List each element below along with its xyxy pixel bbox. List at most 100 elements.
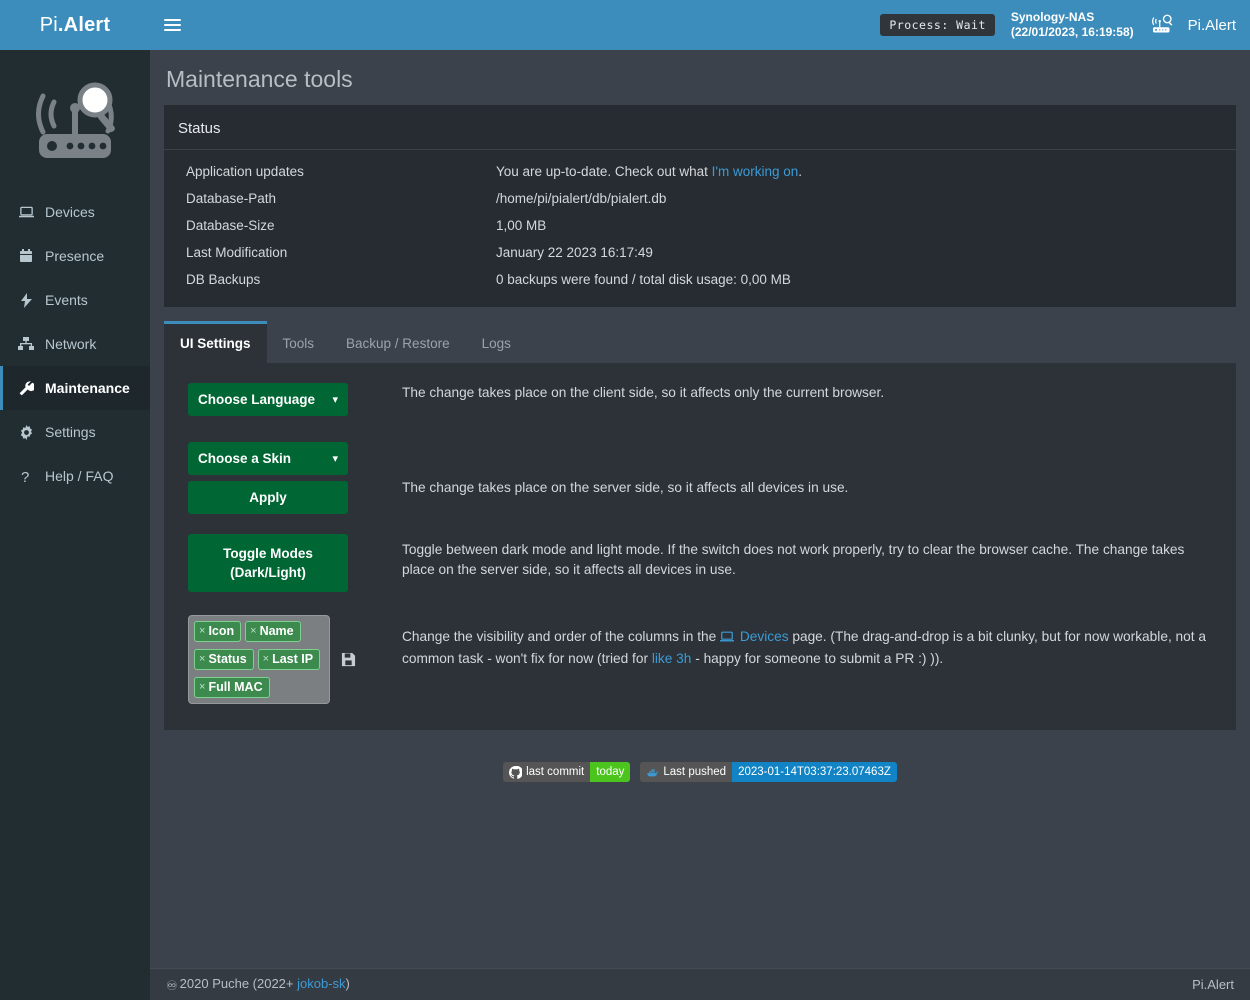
table-row: DB Backups 0 backups were found / total …: [178, 266, 1222, 293]
table-row: Database-Size 1,00 MB: [178, 212, 1222, 239]
sidebar-item-maintenance[interactable]: Maintenance: [0, 366, 150, 410]
jokob-sk-link[interactable]: jokob-sk: [297, 975, 346, 991]
remove-icon[interactable]: ×: [199, 653, 206, 665]
skin-row: Choose a Skin ▾ Apply The change takes p…: [188, 442, 1212, 514]
footer-copyright-pre: 2020 Puche (2022+: [179, 975, 298, 991]
navbar-right: Process: Wait Synology-NAS (22/01/2023, …: [880, 10, 1236, 40]
badge-left: Last pushed: [640, 762, 733, 782]
row-value: January 22 2023 16:17:49: [496, 245, 653, 260]
last-pushed-badge[interactable]: Last pushed 2023-01-14T03:37:23.07463Z: [640, 762, 897, 782]
status-box: Status Application updates You are up-to…: [164, 105, 1236, 307]
row-key: Database-Path: [186, 191, 277, 206]
remove-icon[interactable]: ×: [250, 625, 257, 637]
choose-language-label: Choose Language: [198, 392, 316, 407]
logo-text-bold: .Alert: [57, 13, 111, 36]
toggle-modes-line2: (Dark/Light): [230, 565, 306, 580]
sidebar-item-label: Help / FAQ: [45, 468, 114, 484]
app-logo[interactable]: Pi .Alert: [0, 0, 150, 50]
skin-description: The change takes place on the server sid…: [402, 480, 849, 495]
row-key: DB Backups: [186, 272, 261, 287]
toggle-modes-line1: Toggle Modes: [223, 546, 313, 561]
list-item[interactable]: × Icon: [194, 621, 242, 642]
remove-icon[interactable]: ×: [262, 653, 270, 665]
last-commit-badge[interactable]: last commit today: [503, 762, 631, 782]
sidebar-item-settings[interactable]: Settings: [0, 410, 150, 454]
gear-icon: [17, 424, 35, 440]
updates-text-post: .: [798, 164, 803, 179]
maintenance-tabs: UI Settings Tools Backup / Restore Logs …: [164, 319, 1236, 730]
tab-logs[interactable]: Logs: [481, 336, 511, 351]
sidebar-nav: Devices Presence Events Network: [0, 190, 150, 498]
sidebar-item-label: Maintenance: [45, 380, 130, 396]
github-icon: [509, 765, 523, 779]
list-item[interactable]: × Full MAC: [194, 677, 270, 698]
tab-backup-restore[interactable]: Backup / Restore: [346, 336, 450, 351]
toggle-modes-button[interactable]: Toggle Modes (Dark/Light): [188, 534, 348, 592]
list-item[interactable]: × Last IP: [257, 649, 321, 670]
tag-label: Icon: [208, 624, 235, 638]
row-value: 0 backups were found / total disk usage:…: [496, 272, 791, 287]
badge-left-label: Last pushed: [663, 766, 727, 778]
status-box-header: Status: [164, 108, 1236, 150]
remove-icon[interactable]: ×: [199, 681, 206, 693]
host-time: (22/01/2023, 16:19:58): [1010, 25, 1134, 39]
badge-right: today: [590, 762, 631, 782]
choose-language-select[interactable]: Choose Language ▾: [188, 383, 348, 416]
row-key: Application updates: [186, 164, 304, 179]
toggle-control: Toggle Modes (Dark/Light): [188, 534, 384, 592]
badge-left-label: last commit: [526, 766, 585, 778]
sidebar-item-devices[interactable]: Devices: [0, 190, 150, 234]
sidebar-item-events[interactable]: Events: [0, 278, 150, 322]
columns-desc-pre: Change the visibility and order of the c…: [402, 629, 721, 644]
table-row: Last Modification January 22 2023 16:17:…: [178, 239, 1222, 266]
footer-brand: Pi.Alert: [1192, 977, 1234, 992]
table-row: Application updates You are up-to-date. …: [178, 158, 1222, 185]
toggle-modes-description: Toggle between dark mode and light mode.…: [402, 542, 1185, 577]
columns-tag-box[interactable]: × Icon × Name × Status × Last IP × Full MAC: [188, 615, 330, 704]
row-key: Last Modification: [186, 245, 288, 260]
columns-tag-widget: × Icon × Name × Status × Last IP × Full MAC: [188, 615, 364, 704]
row-value: You are up-to-date. Check out what I'm w…: [488, 158, 1222, 185]
sitemap-icon: [17, 337, 35, 351]
hamburger-icon[interactable]: [150, 0, 194, 50]
sidebar-item-label: Settings: [45, 424, 96, 440]
remove-icon[interactable]: ×: [199, 625, 206, 637]
tab-tools[interactable]: Tools: [282, 336, 315, 351]
working-on-link[interactable]: I'm working on: [711, 164, 799, 179]
tab-ui-settings[interactable]: UI Settings: [164, 321, 267, 363]
badge-left: last commit: [503, 762, 591, 782]
brand-right-label: Pi.Alert: [1187, 16, 1236, 34]
save-columns-button[interactable]: [334, 615, 364, 704]
status-table: Application updates You are up-to-date. …: [178, 158, 1222, 293]
skin-controls: Choose a Skin ▾ Apply: [188, 442, 384, 514]
logo-text-light: Pi: [39, 13, 58, 36]
like-3h-link[interactable]: like 3h: [651, 651, 692, 666]
updates-text-pre: You are up-to-date. Check out what: [496, 164, 712, 179]
sidebar-item-label: Presence: [45, 248, 105, 264]
navbar: Process: Wait Synology-NAS (22/01/2023, …: [150, 0, 1250, 50]
tab-panel-ui-settings: Choose Language ▾ The change takes place…: [164, 363, 1236, 730]
devices-link[interactable]: Devices: [739, 629, 789, 644]
laptop-icon: [17, 206, 35, 219]
language-description: The change takes place on the client sid…: [402, 385, 885, 400]
apply-button[interactable]: Apply: [188, 481, 348, 514]
sidebar-item-network[interactable]: Network: [0, 322, 150, 366]
language-control: Choose Language ▾: [188, 383, 384, 416]
sidebar-item-help-faq[interactable]: ? Help / FAQ: [0, 454, 150, 498]
sidebar-item-presence[interactable]: Presence: [0, 234, 150, 278]
sidebar-item-label: Devices: [45, 204, 95, 220]
brand-right[interactable]: Pi.Alert: [1150, 13, 1236, 37]
choose-skin-select[interactable]: Choose a Skin ▾: [188, 442, 348, 475]
list-item[interactable]: × Name: [245, 621, 301, 642]
list-item[interactable]: × Status: [194, 649, 254, 670]
badge-right: 2023-01-14T03:37:23.07463Z: [732, 762, 897, 782]
tag-label: Last IP: [272, 652, 314, 666]
floppy-save-icon: [342, 652, 356, 667]
svg-text:?: ?: [21, 469, 29, 484]
row-key: Database-Size: [186, 218, 275, 233]
toggle-modes-row: Toggle Modes (Dark/Light) Toggle between…: [188, 534, 1212, 592]
table-row: Database-Path /home/pi/pialert/db/pialer…: [178, 185, 1222, 212]
question-icon: ?: [17, 469, 35, 484]
wrench-icon: [17, 380, 35, 396]
